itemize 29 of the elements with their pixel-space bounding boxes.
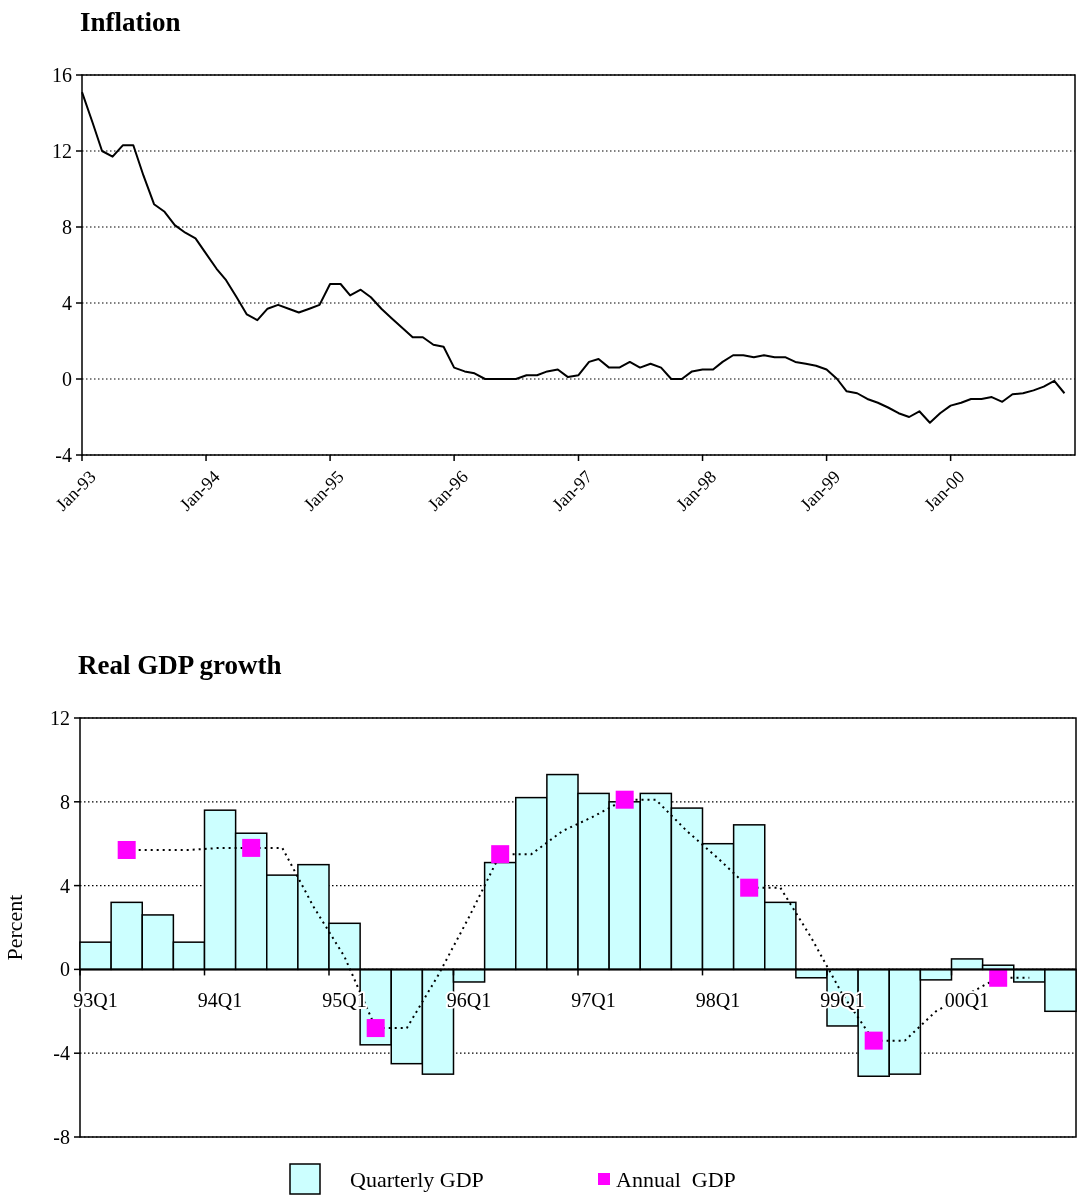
x-tick-label: 00Q1 (944, 989, 990, 1012)
point (740, 878, 759, 897)
y-tick-label: -4 (53, 1042, 70, 1065)
point (491, 845, 510, 864)
y-tick-label: 16 (52, 64, 72, 86)
x-tick-label: 98Q1 (695, 989, 741, 1012)
point (366, 1019, 385, 1038)
x-tick-label: 94Q1 (197, 989, 243, 1012)
y-tick-label: 12 (50, 707, 70, 729)
point (242, 838, 261, 857)
chart-title: Inflation (80, 7, 181, 37)
y-tick-label: -8 (53, 1126, 70, 1148)
point (864, 1031, 883, 1050)
y-tick-label: 12 (52, 140, 72, 162)
x-tick-label: 97Q1 (571, 989, 616, 1012)
y-axis-title: Percent (2, 894, 27, 961)
legend-label: Annual GDP (616, 1166, 736, 1192)
point (989, 968, 1008, 987)
y-tick-label: 4 (62, 292, 72, 314)
chart-title: Real GDP growth (78, 650, 282, 680)
y-tick-label: 0 (60, 958, 70, 981)
y-tick-label: 0 (62, 368, 72, 390)
y-tick-label: -4 (55, 444, 72, 466)
legend-label: Quarterly GDP (350, 1166, 484, 1192)
point (117, 840, 136, 859)
y-tick-label: 8 (62, 216, 72, 238)
point (615, 790, 634, 809)
y-tick-label: 8 (60, 790, 70, 813)
y-tick-label: 4 (60, 874, 70, 897)
